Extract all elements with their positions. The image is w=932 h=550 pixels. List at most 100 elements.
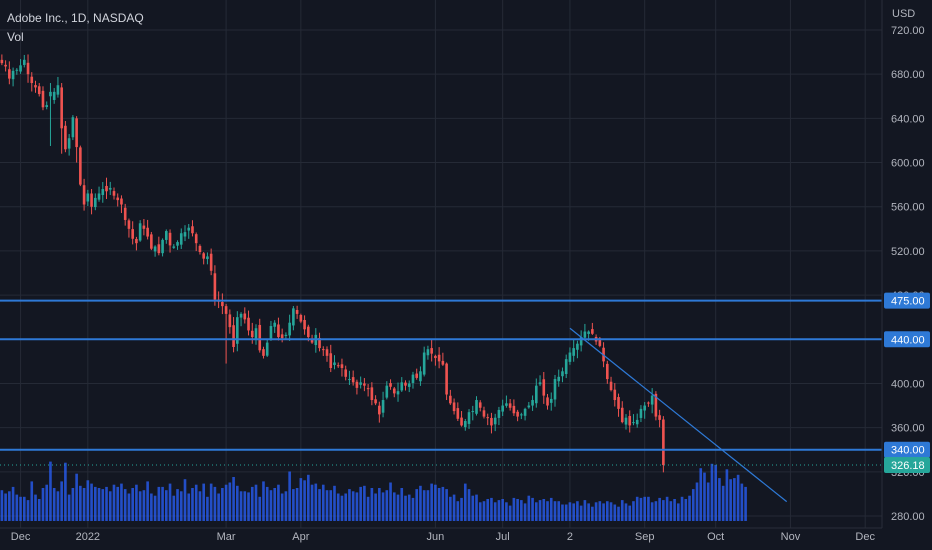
level-price-label: 440.00 (891, 334, 925, 346)
volume-bar (90, 483, 93, 521)
candle-body (598, 338, 602, 346)
candle-body (232, 325, 235, 348)
volume-bar (422, 490, 426, 521)
volume-bar (579, 505, 583, 521)
level-price-badge (884, 331, 930, 348)
volume-bar (213, 486, 217, 521)
candle-body (108, 187, 112, 190)
symbol-title[interactable]: Adobe Inc., 1D, NASDAQ (7, 11, 144, 25)
candle-body (318, 337, 321, 349)
volume-bar (30, 481, 34, 521)
volume-bar (677, 503, 680, 521)
candle-body (0, 59, 4, 64)
volume-bar (587, 503, 590, 521)
volume-bar (493, 502, 497, 521)
time-tick-label: Nov (781, 531, 801, 543)
volume-bar (740, 483, 744, 521)
candle-body (303, 319, 306, 330)
volume-bar (217, 493, 220, 521)
volume-bar (594, 502, 598, 521)
candle-body (471, 411, 475, 413)
candle-body (441, 360, 445, 365)
volume-bar (400, 488, 404, 521)
candle-body (467, 412, 471, 424)
volume-bar (363, 485, 366, 521)
candle-body (549, 398, 553, 403)
volume-bar (647, 496, 650, 521)
volume-bar (329, 490, 333, 521)
volume-bar (531, 497, 534, 521)
volume-bar (617, 506, 620, 521)
candle-body (138, 223, 142, 241)
volume-bar (718, 478, 721, 521)
candle-body (366, 388, 370, 390)
candle-body (568, 352, 572, 362)
candle-body (239, 313, 243, 318)
price-tick-label: 400.00 (891, 378, 925, 390)
time-axis-bg (0, 528, 932, 550)
candle-body (168, 232, 172, 246)
volume-bar (262, 481, 265, 521)
candle-body (486, 417, 490, 419)
volume-bar (269, 490, 273, 521)
volume-bar (512, 497, 516, 521)
volume-indicator-label[interactable]: Vol (7, 30, 24, 44)
candle-body (280, 334, 284, 339)
candle-body (508, 403, 512, 408)
volume-bar (146, 481, 149, 521)
volume-bar (194, 484, 198, 521)
time-axis[interactable]: Dec 2022 Mar Apr Jun Jul 2 Sep Oct Nov Dec (0, 527, 932, 550)
candle-body (430, 348, 433, 354)
candle-body (157, 244, 161, 254)
candle-body (478, 402, 482, 408)
candle-body (333, 362, 336, 366)
candle-body (606, 363, 609, 380)
volume-bar (37, 499, 41, 521)
volume-bar (534, 502, 538, 521)
volume-bar (703, 472, 706, 521)
volume-bar (284, 491, 288, 521)
price-tick-label: 600.00 (891, 158, 925, 170)
candle-body (407, 383, 411, 387)
chart-grid (0, 0, 882, 528)
volume-bar (344, 493, 348, 521)
volume-bar (52, 488, 56, 521)
volume-bar (232, 477, 235, 521)
volume-bar (643, 496, 646, 521)
volume-bar (497, 500, 501, 521)
volume-bar (639, 497, 643, 521)
volume-bar (295, 488, 299, 521)
price-tick-label: 360.00 (891, 423, 925, 435)
candle-body (624, 417, 628, 425)
candle-body (161, 239, 164, 254)
candle-body (505, 403, 508, 406)
volume-bar (632, 501, 635, 521)
volume-bar (542, 499, 546, 521)
candle-body (82, 185, 86, 205)
candle-body (654, 393, 658, 417)
volume-bar (591, 506, 594, 521)
horizontal-levels[interactable] (0, 299, 882, 451)
candle-body (165, 231, 168, 240)
candle-body (273, 322, 276, 327)
candle-body (321, 349, 325, 351)
candle-body (445, 363, 448, 395)
volume-bar (161, 486, 164, 521)
candle-body (538, 382, 542, 385)
volume-bar (105, 486, 108, 521)
candle-body (497, 409, 501, 418)
volume-bar (8, 491, 11, 521)
volume-bar (662, 500, 665, 521)
candle-body (557, 376, 561, 382)
volume-bar (714, 464, 717, 521)
candle-body (329, 353, 333, 368)
candle-body (45, 105, 49, 108)
volume-bar (191, 488, 194, 521)
candle-body (30, 76, 34, 84)
volume-bar (64, 462, 67, 521)
candle-body (52, 91, 56, 100)
candle-body (370, 387, 374, 401)
trend-line[interactable] (569, 327, 788, 503)
